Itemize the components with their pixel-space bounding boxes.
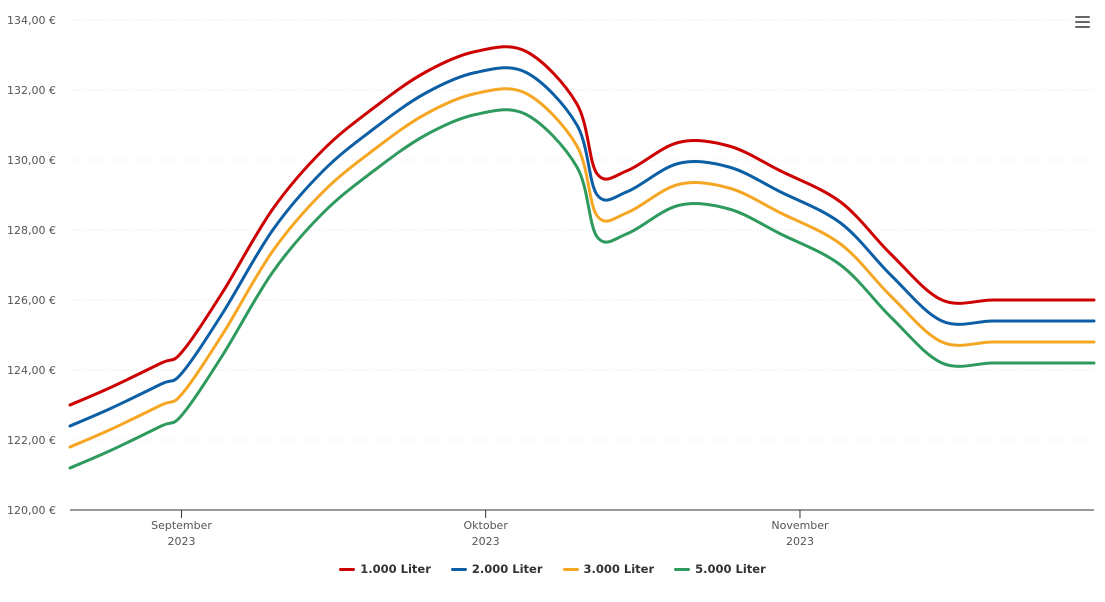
y-tick-label: 124,00 € xyxy=(7,364,56,377)
x-tick-label-month: Oktober xyxy=(464,519,509,532)
x-tick-label-month: September xyxy=(151,519,212,532)
x-tick-label-year: 2023 xyxy=(472,535,500,548)
legend-item[interactable]: 2.000 Liter xyxy=(450,562,543,576)
series-line-4[interactable] xyxy=(68,108,1096,470)
series-lines xyxy=(68,45,1096,470)
y-tick-label: 126,00 € xyxy=(7,294,56,307)
legend-label: 1.000 Liter xyxy=(360,562,431,576)
legend-swatch xyxy=(674,567,691,571)
legend-swatch xyxy=(450,567,467,571)
chart-legend: 1.000 Liter 2.000 Liter 3.000 Liter 5.000 L… xyxy=(0,562,1105,576)
series-line-2[interactable] xyxy=(68,66,1096,428)
y-tick-label: 132,00 € xyxy=(7,84,56,97)
y-tick-label: 128,00 € xyxy=(7,224,56,237)
legend-label: 3.000 Liter xyxy=(583,562,655,576)
chart-menu-button[interactable] xyxy=(1071,12,1093,32)
legend-item[interactable]: 1.000 Liter xyxy=(339,562,431,576)
x-axis: September 2023 Oktober 2023 November 2023 xyxy=(70,509,1094,548)
gridlines xyxy=(70,19,1094,441)
y-tick-label: 122,00 € xyxy=(7,434,56,447)
legend-item[interactable]: 3.000 Liter xyxy=(562,562,655,576)
y-axis: 120,00 € 122,00 € 124,00 € 126,00 € 128,00 €… xyxy=(7,14,56,517)
legend-item[interactable]: 5.000 Liter xyxy=(674,562,766,576)
series-line-1[interactable] xyxy=(68,45,1096,407)
y-tick-label: 120,00 € xyxy=(7,504,56,517)
y-tick-label: 130,00 € xyxy=(7,154,56,167)
x-tick-label-month: November xyxy=(771,519,829,532)
legend-label: 5.000 Liter xyxy=(695,562,766,576)
x-tick-label-year: 2023 xyxy=(168,535,196,548)
legend-label: 2.000 Liter xyxy=(471,562,543,576)
legend-swatch xyxy=(339,567,356,571)
series-line-3[interactable] xyxy=(68,87,1096,449)
x-tick-label-year: 2023 xyxy=(786,535,814,548)
y-tick-label: 134,00 € xyxy=(7,14,56,27)
legend-swatch xyxy=(562,567,579,571)
